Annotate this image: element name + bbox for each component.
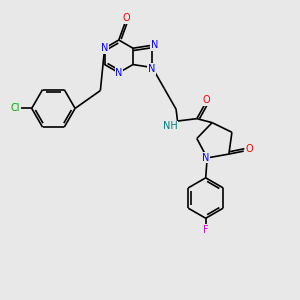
- Text: F: F: [203, 224, 208, 235]
- Text: N: N: [115, 68, 122, 78]
- Text: O: O: [122, 13, 130, 23]
- Text: N: N: [148, 64, 155, 74]
- Text: Cl: Cl: [11, 103, 20, 113]
- Text: N: N: [202, 153, 209, 163]
- Text: N: N: [101, 43, 108, 53]
- Text: N: N: [151, 40, 158, 50]
- Text: O: O: [245, 144, 253, 154]
- Text: O: O: [203, 95, 211, 105]
- Text: NH: NH: [163, 122, 178, 131]
